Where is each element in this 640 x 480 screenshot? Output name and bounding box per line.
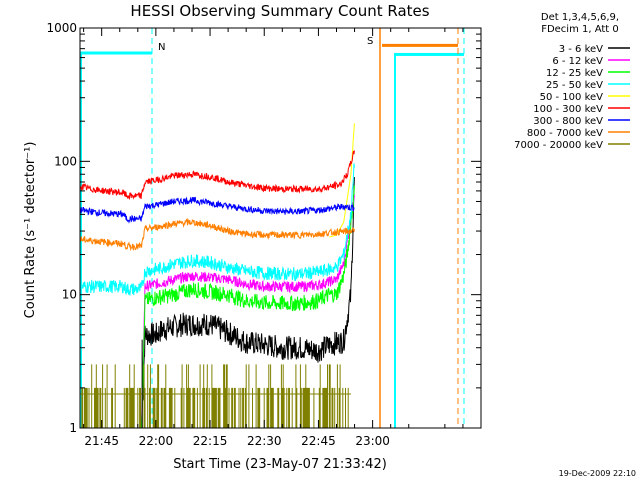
x-tick-label: 23:00	[355, 434, 390, 448]
series-line	[79, 217, 355, 252]
x-tick-label: 22:45	[301, 434, 336, 448]
series-spikes	[79, 364, 349, 428]
y-tick-label: 1000	[46, 21, 77, 35]
legend-entry-label: 50 - 100 keV	[540, 92, 604, 103]
x-axis-label: Start Time (23-May-07 21:33:42)	[173, 457, 387, 472]
series-800-7000-kev	[79, 217, 355, 252]
series-12-25-kev	[80, 185, 355, 429]
legend-entry-label: 7000 - 20000 keV	[514, 140, 603, 151]
y-axis-label: Count Rate (s⁻¹ detector⁻¹)	[23, 142, 38, 319]
x-tick-label: 22:15	[193, 434, 228, 448]
legend-entry-label: 25 - 50 keV	[546, 80, 603, 91]
series-300-800-kev	[79, 196, 355, 224]
plot-area: N S 1 10 100 1000 21:45 22:00 22:15 22:30 22:45 23:…	[46, 21, 482, 448]
y-tick-label: 1	[69, 421, 77, 435]
legend-entry-label: 6 - 12 keV	[552, 56, 603, 67]
footer-date: 19-Dec-2009 22:10	[559, 469, 636, 478]
series-line	[329, 123, 355, 238]
series-25-50-kev	[79, 163, 355, 297]
legend-entry-label: 100 - 300 keV	[533, 104, 603, 115]
series-line	[80, 185, 355, 429]
saa-bar	[382, 43, 458, 47]
series-100-300-kev	[79, 150, 355, 200]
series-line	[79, 196, 355, 224]
legend: Det 1,3,4,5,6,9,FDecim 1, Att 0 3 - 6 keV…	[514, 12, 630, 151]
x-tick-label: 21:45	[84, 434, 119, 448]
series-line	[79, 163, 355, 297]
attenuator-bar-right	[394, 52, 464, 56]
series-line	[79, 150, 355, 200]
x-tick-label: 22:30	[247, 434, 282, 448]
series-7000-20000-kev	[79, 364, 351, 428]
y-tick-label: 10	[62, 288, 77, 302]
legend-header-line: FDecim 1, Att 0	[541, 24, 619, 35]
x-tick-label: 22:00	[139, 434, 174, 448]
y-tick-label: 100	[54, 154, 77, 168]
series-50-100-kev	[329, 123, 355, 238]
flag-label-s: S	[367, 36, 373, 47]
flag-label-n: N	[158, 42, 165, 53]
legend-entry-label: 300 - 800 keV	[533, 116, 603, 127]
legend-entry-label: 3 - 6 keV	[559, 44, 603, 55]
legend-entry-label: 12 - 25 keV	[546, 68, 603, 79]
legend-header-line: Det 1,3,4,5,6,9,	[541, 12, 619, 23]
chart-title: HESSI Observing Summary Count Rates	[130, 2, 429, 20]
legend-entry-label: 800 - 7000 keV	[527, 128, 603, 139]
plot-frame	[79, 27, 482, 429]
